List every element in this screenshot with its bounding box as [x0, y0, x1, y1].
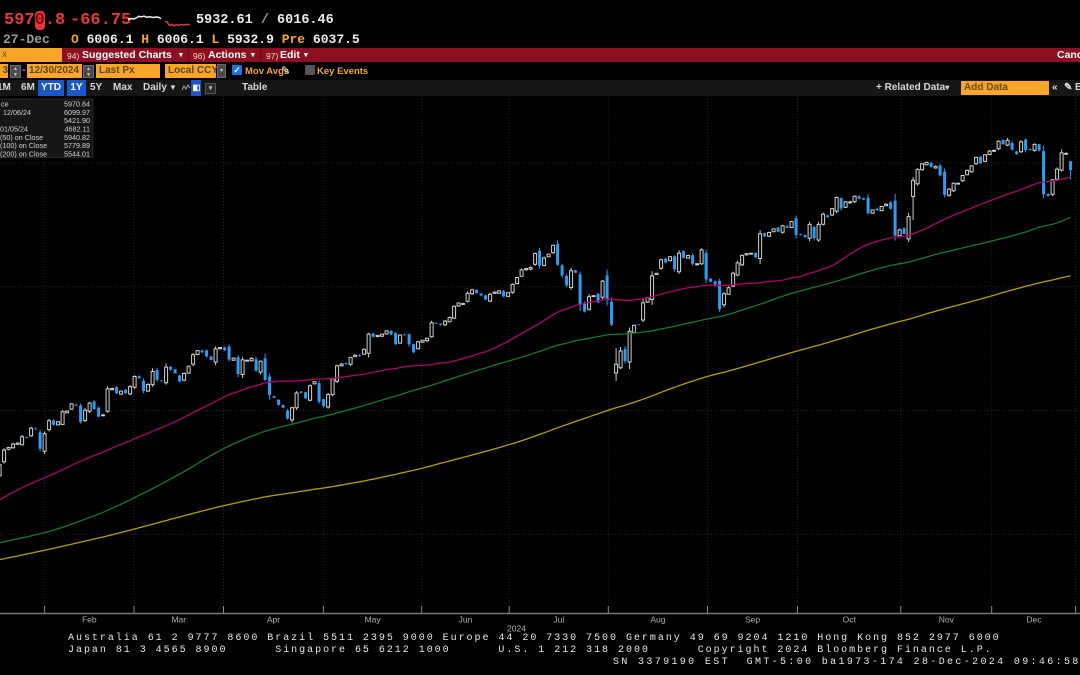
svg-text:Sep: Sep: [745, 615, 760, 625]
svg-text:ce: ce: [1, 100, 9, 109]
svg-text:(100) on Close: (100) on Close: [0, 141, 47, 150]
svg-text:5779.89: 5779.89: [64, 141, 90, 150]
svg-text:Dec: Dec: [1026, 615, 1042, 625]
svg-text:Oct: Oct: [843, 615, 857, 625]
svg-text:6099.97: 6099.97: [64, 108, 90, 117]
svg-text:Mar: Mar: [171, 615, 186, 625]
svg-text:5970.84: 5970.84: [64, 100, 90, 109]
svg-text:May: May: [365, 615, 382, 625]
svg-text:4682.11: 4682.11: [65, 125, 90, 134]
svg-text:Apr: Apr: [267, 615, 280, 625]
svg-text:Jul: Jul: [553, 615, 564, 625]
svg-text:12/06/24: 12/06/24: [3, 108, 31, 117]
svg-text:01/05/24: 01/05/24: [0, 125, 28, 134]
svg-text:(50) on Close: (50) on Close: [0, 133, 43, 142]
svg-text:Aug: Aug: [650, 615, 665, 625]
svg-text:5940.82: 5940.82: [64, 133, 90, 142]
svg-text:Feb: Feb: [82, 615, 97, 625]
svg-text:Jun: Jun: [459, 615, 473, 625]
svg-text:5421.90: 5421.90: [64, 116, 90, 125]
svg-text:Nov: Nov: [939, 615, 955, 625]
svg-text:(200) on Close: (200) on Close: [0, 150, 47, 159]
svg-text:2024: 2024: [507, 624, 526, 634]
svg-text:5544.01: 5544.01: [64, 150, 90, 159]
